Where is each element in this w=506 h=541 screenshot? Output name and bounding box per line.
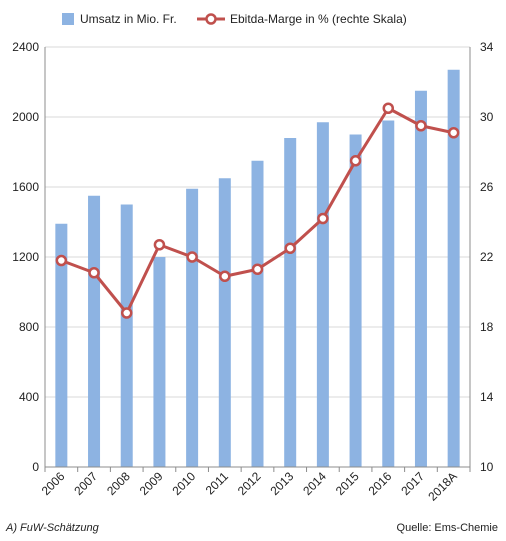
line-point [55,254,68,267]
x-tick-label: 2016 [366,469,395,498]
bar-series [55,69,460,467]
bar [88,195,101,467]
x-tick-label: 2007 [71,469,100,498]
bar [186,188,199,467]
x-tick-label: 2012 [235,469,264,498]
bar [447,69,460,467]
line-point [219,270,231,282]
line-point [415,120,427,132]
line-point [284,242,296,254]
bar [382,120,395,467]
line-point [382,102,395,114]
bar [349,134,362,467]
line-point [88,267,100,279]
bar [251,160,264,467]
x-tick-label: 2013 [268,469,297,498]
x-tick-label: 2008 [104,469,133,498]
y-left-tick-label: 2000 [12,110,39,124]
y-left-tick-label: 400 [19,390,39,404]
y-right-tick-label: 22 [480,250,494,264]
y-right-tick-label: 18 [480,320,494,334]
x-tick-label: 2011 [203,469,231,497]
line-point [120,307,133,319]
source-note: Quelle: Ems-Chemie [396,522,498,534]
x-tick-label: 2017 [398,469,427,498]
bar [120,204,133,467]
axes [44,47,471,472]
x-tick-label: 2015 [333,469,362,498]
footnote: A) FuW-Schätzung [6,522,99,534]
legend: Umsatz in Mio. Fr. Ebitda-Marge in % (rec… [62,12,407,26]
line-point [153,239,166,251]
x-tick-label: 2010 [169,469,198,498]
line-point [251,263,264,275]
bar [218,178,231,467]
bar [153,257,166,467]
line-point [317,212,329,225]
line-point [349,155,362,167]
y-left-tick-label: 800 [19,320,39,334]
line-point [447,127,460,139]
y-left-tick-label: 0 [32,460,39,474]
legend-swatch-bar [62,13,74,25]
x-tick-label: 2006 [39,469,68,498]
bar [55,223,68,467]
bar [284,138,297,467]
y-right-tick-label: 34 [480,40,494,54]
y-right-tick-label: 26 [480,180,494,194]
y-left-tick-label: 1600 [12,180,39,194]
y-right-tick-label: 30 [480,110,494,124]
x-tick-label: 2018A [425,469,459,503]
legend-label-bar: Umsatz in Mio. Fr. [80,12,177,26]
bar [316,122,329,467]
y-left-tick-label: 1200 [12,250,39,264]
legend-label-line: Ebitda-Marge in % (rechte Skala) [230,12,407,26]
y-right-tick-label: 14 [480,390,494,404]
line-point [186,251,198,263]
line-series [55,102,460,319]
legend-marker [205,13,217,25]
x-tick-label: 2014 [300,469,329,498]
y-right-tick-label: 10 [480,460,494,474]
x-tick-label: 2009 [137,469,166,498]
bar [414,90,427,467]
y-left-tick-label: 2400 [12,40,39,54]
